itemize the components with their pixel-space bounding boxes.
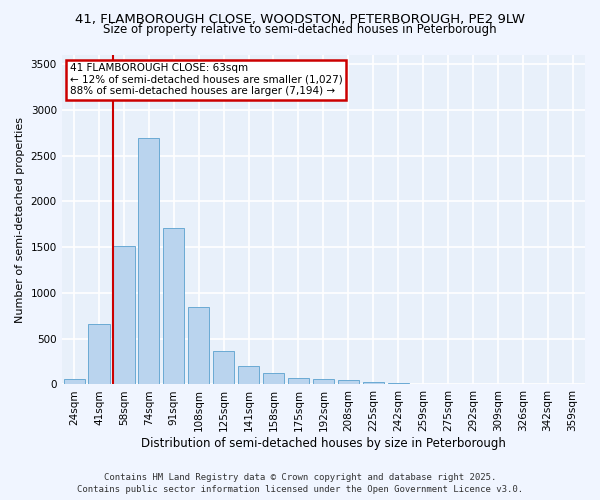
Bar [238,366,259,384]
X-axis label: Distribution of semi-detached houses by size in Peterborough: Distribution of semi-detached houses by … [141,437,506,450]
Text: Size of property relative to semi-detached houses in Peterborough: Size of property relative to semi-detach… [103,24,497,36]
Bar [338,380,359,384]
Bar [188,306,209,384]
Bar [64,380,85,384]
Bar [113,246,134,384]
Text: 41 FLAMBOROUGH CLOSE: 63sqm
← 12% of semi-detached houses are smaller (1,027)
88: 41 FLAMBOROUGH CLOSE: 63sqm ← 12% of sem… [70,63,342,96]
Bar [288,378,309,384]
Text: 41, FLAMBOROUGH CLOSE, WOODSTON, PETERBOROUGH, PE2 9LW: 41, FLAMBOROUGH CLOSE, WOODSTON, PETERBO… [75,12,525,26]
Bar [388,382,409,384]
Bar [88,324,110,384]
Bar [313,380,334,384]
Bar [163,228,184,384]
Bar [213,350,234,384]
Y-axis label: Number of semi-detached properties: Number of semi-detached properties [15,116,25,322]
Bar [138,138,160,384]
Bar [362,382,384,384]
Bar [263,372,284,384]
Text: Contains HM Land Registry data © Crown copyright and database right 2025.
Contai: Contains HM Land Registry data © Crown c… [77,472,523,494]
